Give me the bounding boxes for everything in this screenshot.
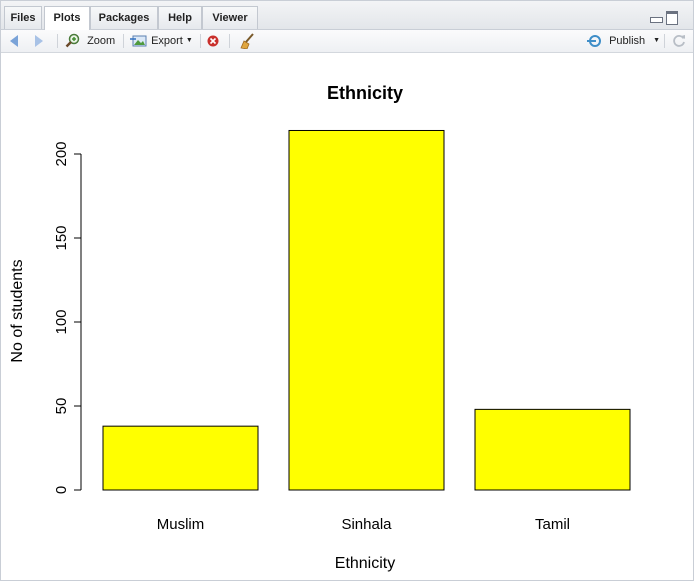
remove-plot-icon [207, 35, 219, 47]
publish-icon [587, 35, 601, 48]
minimize-pane-icon[interactable] [649, 11, 663, 23]
tab-files[interactable]: Files [4, 6, 42, 29]
zoom-button[interactable]: Zoom [65, 33, 115, 49]
category-label-muslim: Muslim [157, 516, 205, 533]
maximize-pane-icon[interactable] [665, 11, 678, 25]
export-button[interactable]: Export ▼ [130, 33, 193, 49]
plots-toolbar: Zoom Export ▼ [1, 30, 693, 53]
window-controls [649, 11, 683, 25]
bar-tamil [474, 408, 631, 491]
remove-plot-button[interactable] [206, 33, 220, 49]
refresh-icon [673, 35, 685, 47]
zoom-label: Zoom [87, 35, 116, 47]
y-tick-label-150: 150 [53, 225, 70, 250]
chart-title: Ethnicity [327, 83, 403, 103]
y-axis-label: No of students [9, 259, 26, 362]
export-label: Export [151, 35, 183, 47]
bar-sinhala [288, 129, 445, 491]
category-label-sinhala: Sinhala [341, 516, 392, 533]
category-labels: Muslim Sinhala Tamil [157, 516, 570, 533]
export-image-icon [130, 35, 147, 47]
broom-icon [240, 33, 254, 50]
forward-arrow-icon[interactable] [35, 33, 43, 49]
tab-viewer[interactable]: Viewer [202, 6, 258, 29]
tab-help[interactable]: Help [158, 6, 202, 29]
export-dropdown-caret-icon: ▼ [185, 37, 193, 45]
x-axis-label: Ethnicity [335, 555, 395, 572]
bars-group [102, 129, 631, 491]
magnifier-icon [65, 33, 80, 48]
y-axis: 0 50 100 150 200 [53, 141, 82, 494]
plot-area: Ethnicity Ethnicity No of students 0 50 10… [1, 53, 693, 580]
publish-label: Publish [609, 35, 646, 47]
publish-button[interactable]: Publish ▼ [587, 33, 660, 49]
clear-all-plots-button[interactable] [238, 33, 256, 50]
bar-chart: Ethnicity Ethnicity No of students 0 50 10… [9, 83, 631, 572]
bar-muslim [102, 425, 259, 491]
back-arrow-icon[interactable] [10, 33, 18, 49]
tab-packages[interactable]: Packages [90, 6, 158, 29]
category-label-tamil: Tamil [535, 516, 570, 533]
tab-plots[interactable]: Plots [44, 6, 90, 30]
y-tick-label-0: 0 [53, 486, 70, 494]
y-tick-label-50: 50 [53, 398, 70, 415]
y-tick-label-100: 100 [53, 309, 70, 334]
y-tick-label-200: 200 [53, 141, 70, 166]
publish-dropdown-caret-icon: ▼ [653, 37, 661, 45]
pane-tab-bar: Files Plots Packages Help Viewer [1, 1, 693, 30]
refresh-button[interactable] [671, 33, 687, 49]
